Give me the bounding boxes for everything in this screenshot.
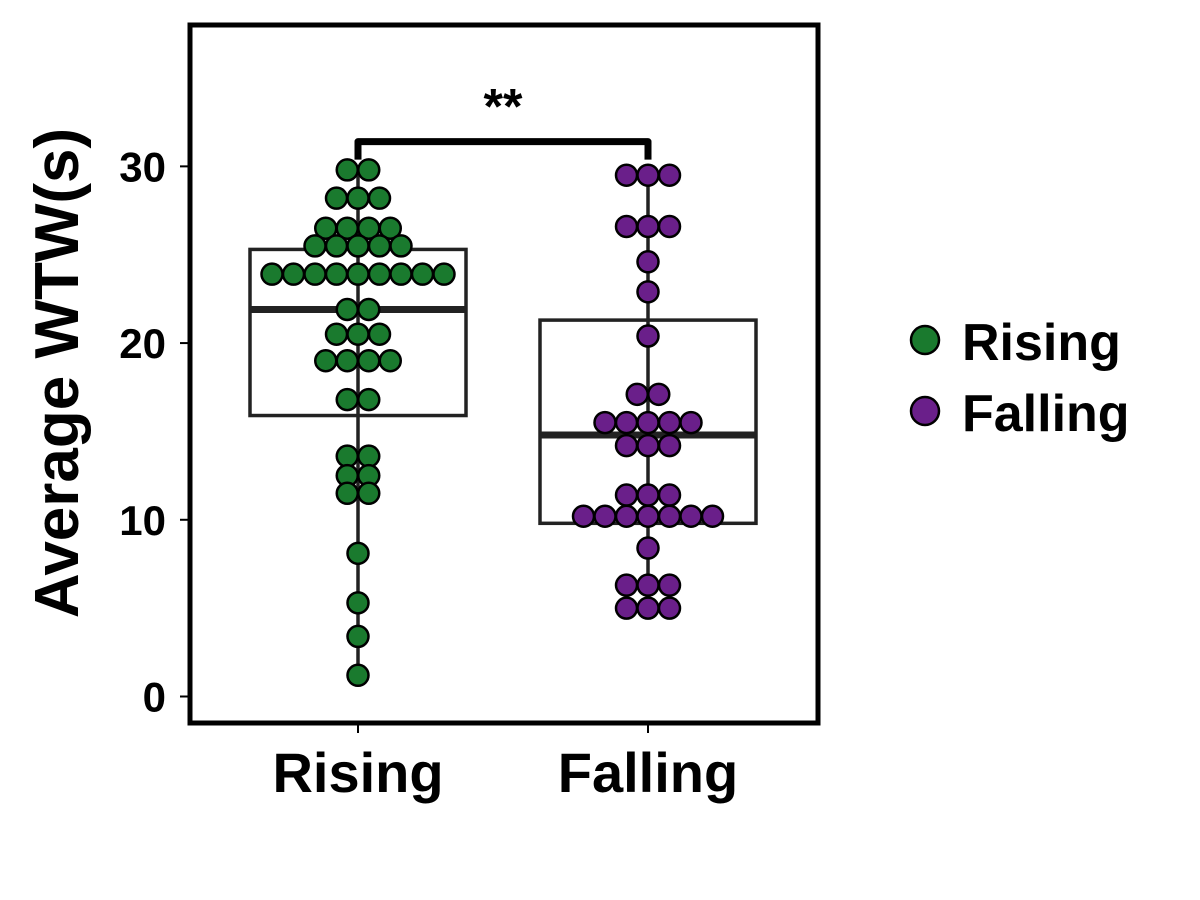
legend: Rising Falling (909, 314, 1130, 443)
legend-label-rising: Rising (962, 314, 1121, 372)
significance-bracket (354, 138, 652, 160)
data-point (335, 348, 359, 373)
data-point (324, 262, 349, 286)
data-point (593, 410, 617, 435)
data-point (346, 186, 370, 210)
data-point (324, 186, 349, 210)
data-point (346, 262, 370, 286)
y-tick-label: 20 (119, 320, 166, 367)
data-point (614, 483, 639, 507)
plot-frame (187, 22, 821, 726)
data-point (636, 504, 660, 529)
data-point (700, 504, 725, 529)
data-point (614, 433, 639, 458)
x-tick-label: Rising (272, 741, 443, 804)
data-point (389, 234, 413, 258)
data-point (357, 158, 381, 182)
data-point (367, 262, 392, 286)
data-point (657, 433, 682, 458)
data-point (657, 573, 682, 597)
data-point (314, 348, 338, 373)
data-point (389, 262, 413, 286)
data-point (614, 214, 639, 239)
data-point (636, 596, 660, 620)
y-tick-label: 30 (119, 143, 166, 190)
data-point (614, 410, 639, 435)
series-rising (248, 158, 468, 688)
data-point (657, 410, 682, 435)
data-point (335, 297, 359, 322)
data-point (357, 387, 381, 412)
data-point (410, 262, 435, 286)
data-point (636, 410, 660, 435)
data-point (636, 214, 660, 239)
data-point (593, 504, 617, 529)
data-point (636, 280, 660, 304)
data-point (657, 483, 682, 507)
data-point (367, 322, 392, 346)
data-point (324, 234, 349, 258)
data-point (346, 234, 370, 258)
y-axis-title: Average WTW(s) (23, 128, 92, 618)
data-point (432, 262, 456, 286)
data-point (657, 596, 682, 620)
data-point (614, 573, 639, 597)
data-point (636, 163, 660, 187)
data-point (636, 536, 660, 560)
data-point (357, 348, 381, 373)
data-point (303, 234, 327, 258)
data-point (636, 573, 660, 597)
data-point (346, 322, 370, 346)
data-point (378, 348, 402, 373)
data-point (571, 504, 596, 529)
data-point (614, 596, 639, 620)
data-point (636, 324, 660, 348)
data-point (636, 433, 660, 458)
data-point (346, 624, 370, 649)
data-point (357, 481, 381, 506)
data-point (303, 262, 327, 286)
data-point (335, 481, 359, 506)
data-point (614, 504, 639, 529)
y-tick-label: 10 (119, 497, 166, 544)
series-falling (538, 163, 758, 620)
legend-swatch-falling (909, 395, 941, 427)
data-point (335, 444, 359, 468)
data-point (636, 250, 660, 274)
data-point (346, 591, 370, 615)
data-point (679, 410, 703, 435)
legend-swatch-rising (909, 324, 941, 356)
data-point (657, 214, 682, 239)
data-point (346, 663, 370, 688)
data-point (260, 262, 284, 286)
data-point (636, 483, 660, 507)
legend-label-falling: Falling (962, 385, 1130, 443)
data-point (346, 541, 370, 566)
significance-label: ** (484, 79, 523, 135)
data-point (367, 186, 392, 210)
data-point (679, 504, 703, 529)
x-tick-label: Falling (558, 741, 738, 804)
data-point (281, 262, 306, 286)
data-point (367, 234, 392, 258)
data-point (357, 444, 381, 468)
plot-layer: 0 10 20 30 Rising Falling ** (119, 22, 821, 804)
data-point (324, 322, 349, 346)
data-point (357, 297, 381, 322)
data-point (378, 216, 402, 240)
data-point (335, 387, 359, 412)
data-point (614, 163, 639, 187)
data-point (657, 504, 682, 529)
y-tick-label: 0 (143, 673, 166, 720)
data-point (625, 382, 649, 407)
data-point (657, 163, 682, 187)
data-point (335, 158, 359, 182)
data-point (647, 382, 671, 407)
